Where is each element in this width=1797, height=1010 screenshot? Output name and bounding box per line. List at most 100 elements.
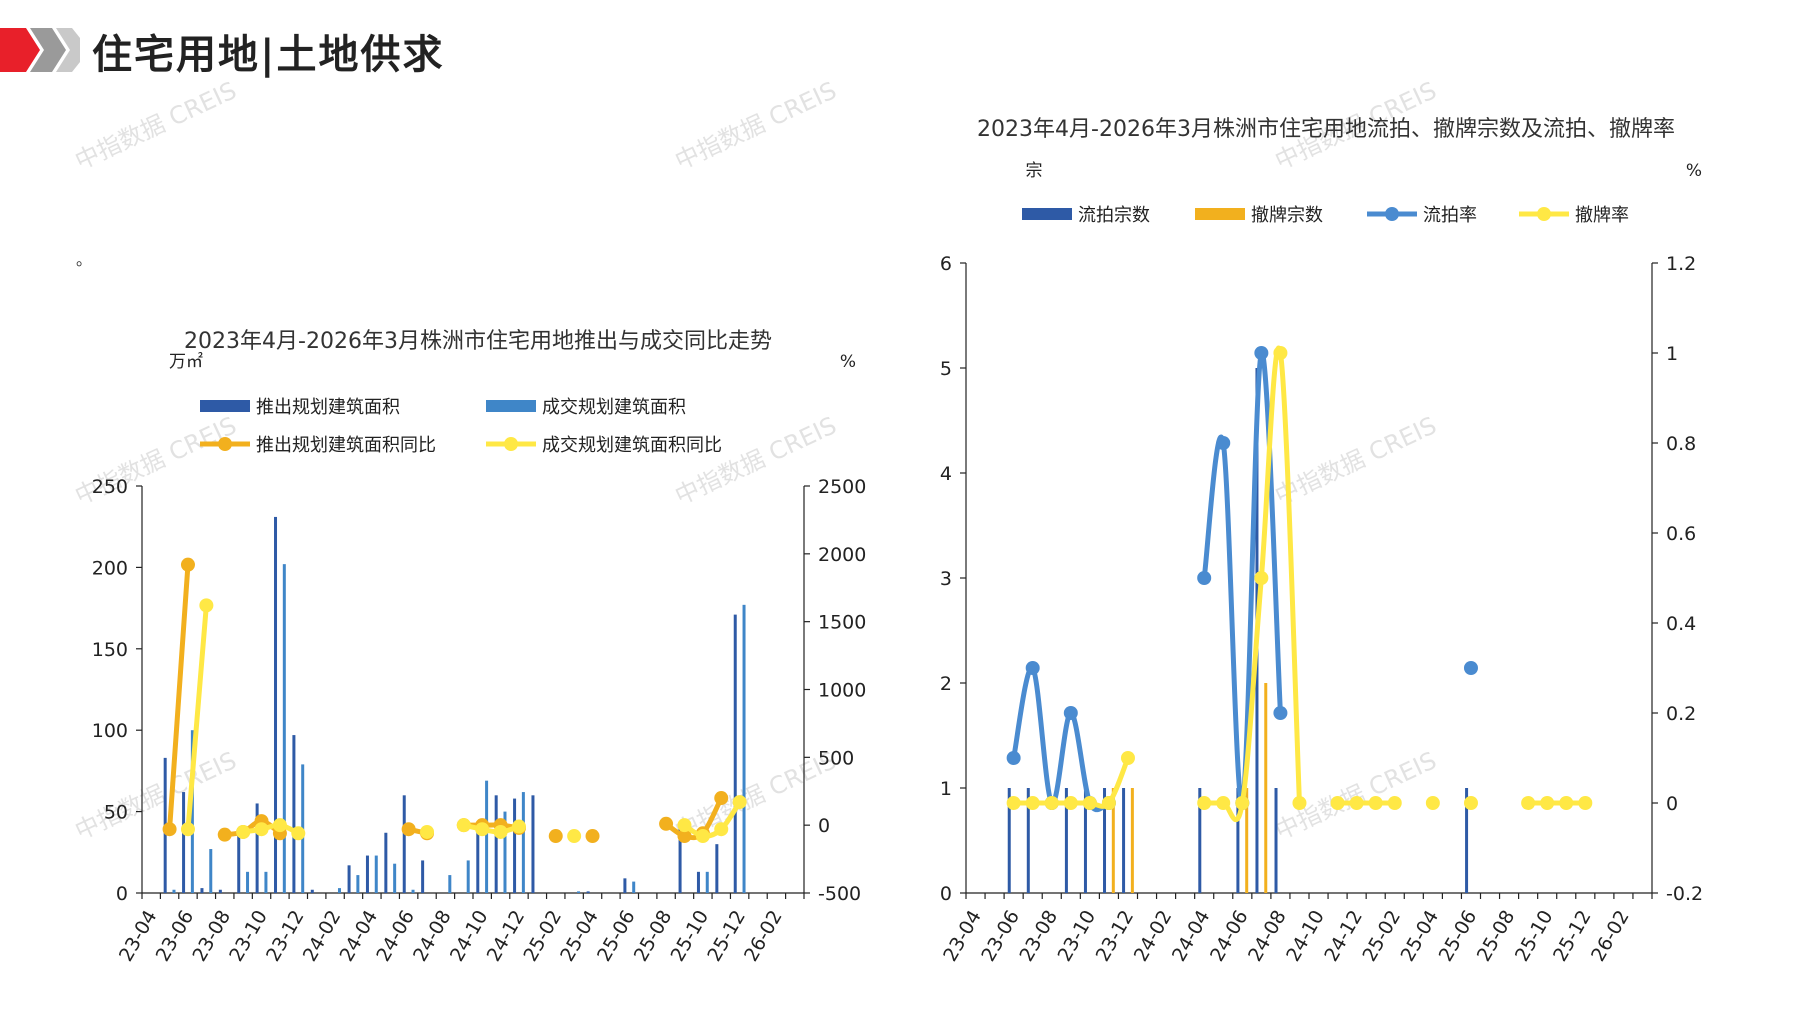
data-point: [659, 816, 674, 831]
y-left-unit: 万㎡: [169, 352, 203, 372]
data-point: [1197, 571, 1212, 585]
data-point: [1235, 796, 1250, 810]
x-tick-label: 25-08: [1473, 907, 1520, 966]
y-right-tick-label: 1.2: [1666, 253, 1696, 275]
data-point: [236, 824, 251, 839]
legend-label: 撤牌宗数: [1251, 205, 1323, 226]
legend-swatch: [200, 400, 250, 412]
bar: [521, 792, 525, 893]
y-left-tick-label: 250: [92, 476, 128, 498]
bar: [264, 871, 268, 893]
y-right-tick-label: 0: [818, 815, 830, 837]
y-left-tick-label: 3: [940, 568, 952, 590]
brand-logo-icon: [0, 28, 80, 72]
legend-label: 流拍率: [1423, 205, 1477, 226]
data-point: [162, 822, 177, 837]
page-header: 住宅用地|土地供求: [0, 0, 1797, 90]
bar: [292, 735, 296, 893]
legend-swatch: [1195, 208, 1245, 220]
y-right-unit: %: [1686, 161, 1702, 181]
bar: [1236, 788, 1240, 893]
y-right-tick-label: 0.8: [1666, 433, 1696, 455]
bar: [1083, 788, 1087, 893]
bar: [347, 865, 351, 893]
note-mark: 。: [76, 250, 93, 269]
y-right-tick-label: 1500: [818, 612, 866, 634]
legend-label: 流拍宗数: [1078, 205, 1150, 226]
data-point: [272, 818, 287, 833]
y-left-unit: 宗: [1026, 161, 1043, 181]
y-right-tick-label: 0.6: [1666, 523, 1696, 545]
x-tick-label: 23-08: [1015, 907, 1062, 966]
legend-marker: [1385, 207, 1399, 221]
y-left-tick-label: 0: [940, 883, 952, 905]
x-tick-label: 23-12: [1092, 907, 1139, 966]
x-tick-label: 24-12: [1320, 907, 1367, 966]
data-point: [217, 827, 232, 842]
x-tick-label: 24-06: [1206, 907, 1253, 966]
series-line: [240, 822, 301, 836]
bar: [476, 827, 480, 893]
bar: [696, 871, 700, 893]
bar: [733, 614, 737, 893]
bar: [494, 795, 498, 893]
x-tick-label: 24-04: [1168, 907, 1215, 966]
data-point: [1006, 751, 1021, 765]
legend-label: 推出规划建筑面积同比: [256, 435, 436, 456]
data-point: [1101, 796, 1116, 810]
data-point: [1044, 796, 1059, 810]
y-left-tick-label: 6: [940, 253, 952, 275]
y-left-tick-label: 5: [940, 358, 952, 380]
x-tick-label: 24-10: [1282, 907, 1329, 966]
bar: [623, 878, 627, 893]
bar: [172, 889, 176, 893]
bar: [237, 831, 241, 893]
bar: [1122, 788, 1126, 893]
y-right-tick-label: 2000: [818, 544, 866, 566]
y-right-tick-label: -500: [818, 883, 861, 905]
bar: [1274, 788, 1278, 893]
data-point: [1216, 436, 1231, 450]
data-point: [199, 598, 214, 613]
data-point: [1273, 346, 1288, 360]
bar: [200, 888, 204, 893]
bar: [1103, 788, 1107, 893]
bar: [632, 881, 636, 893]
legend-label: 成交规划建筑面积同比: [542, 435, 722, 456]
y-left-tick-label: 2: [940, 673, 952, 695]
bar: [742, 604, 746, 893]
chart-title: 2023年4月-2026年3月株洲市住宅用地流拍、撤牌宗数及流拍、撤牌率: [977, 117, 1675, 142]
legend-marker: [218, 437, 232, 451]
legend-marker: [504, 437, 518, 451]
y-left-tick-label: 100: [92, 720, 128, 742]
bar: [337, 888, 341, 893]
data-point: [180, 822, 195, 837]
data-point: [1254, 571, 1269, 585]
series-line: [185, 602, 209, 832]
data-point: [1006, 796, 1021, 810]
bar: [1130, 788, 1134, 893]
data-point: [1463, 661, 1478, 675]
x-tick-label: 25-10: [1511, 907, 1558, 966]
y-right-tick-label: 1: [1666, 343, 1678, 365]
legend-swatch: [486, 400, 536, 412]
data-point: [1273, 706, 1288, 720]
bar: [182, 792, 186, 893]
bar: [1064, 788, 1068, 893]
legend-label: 推出规划建筑面积: [256, 397, 400, 418]
x-tick-label: 25-04: [1397, 907, 1444, 966]
y-right-tick-label: 2500: [818, 476, 866, 498]
bar: [531, 795, 535, 893]
x-tick-label: 25-02: [1358, 907, 1405, 966]
data-point: [180, 557, 195, 572]
data-point: [677, 818, 692, 833]
data-point: [511, 819, 526, 834]
x-tick-label: 24-08: [1244, 907, 1291, 966]
data-point: [1063, 796, 1078, 810]
legend-swatch: [1022, 208, 1072, 220]
bar: [209, 849, 213, 893]
bar: [705, 871, 709, 893]
data-point: [1216, 796, 1231, 810]
bar: [466, 860, 470, 893]
bar: [218, 889, 222, 893]
